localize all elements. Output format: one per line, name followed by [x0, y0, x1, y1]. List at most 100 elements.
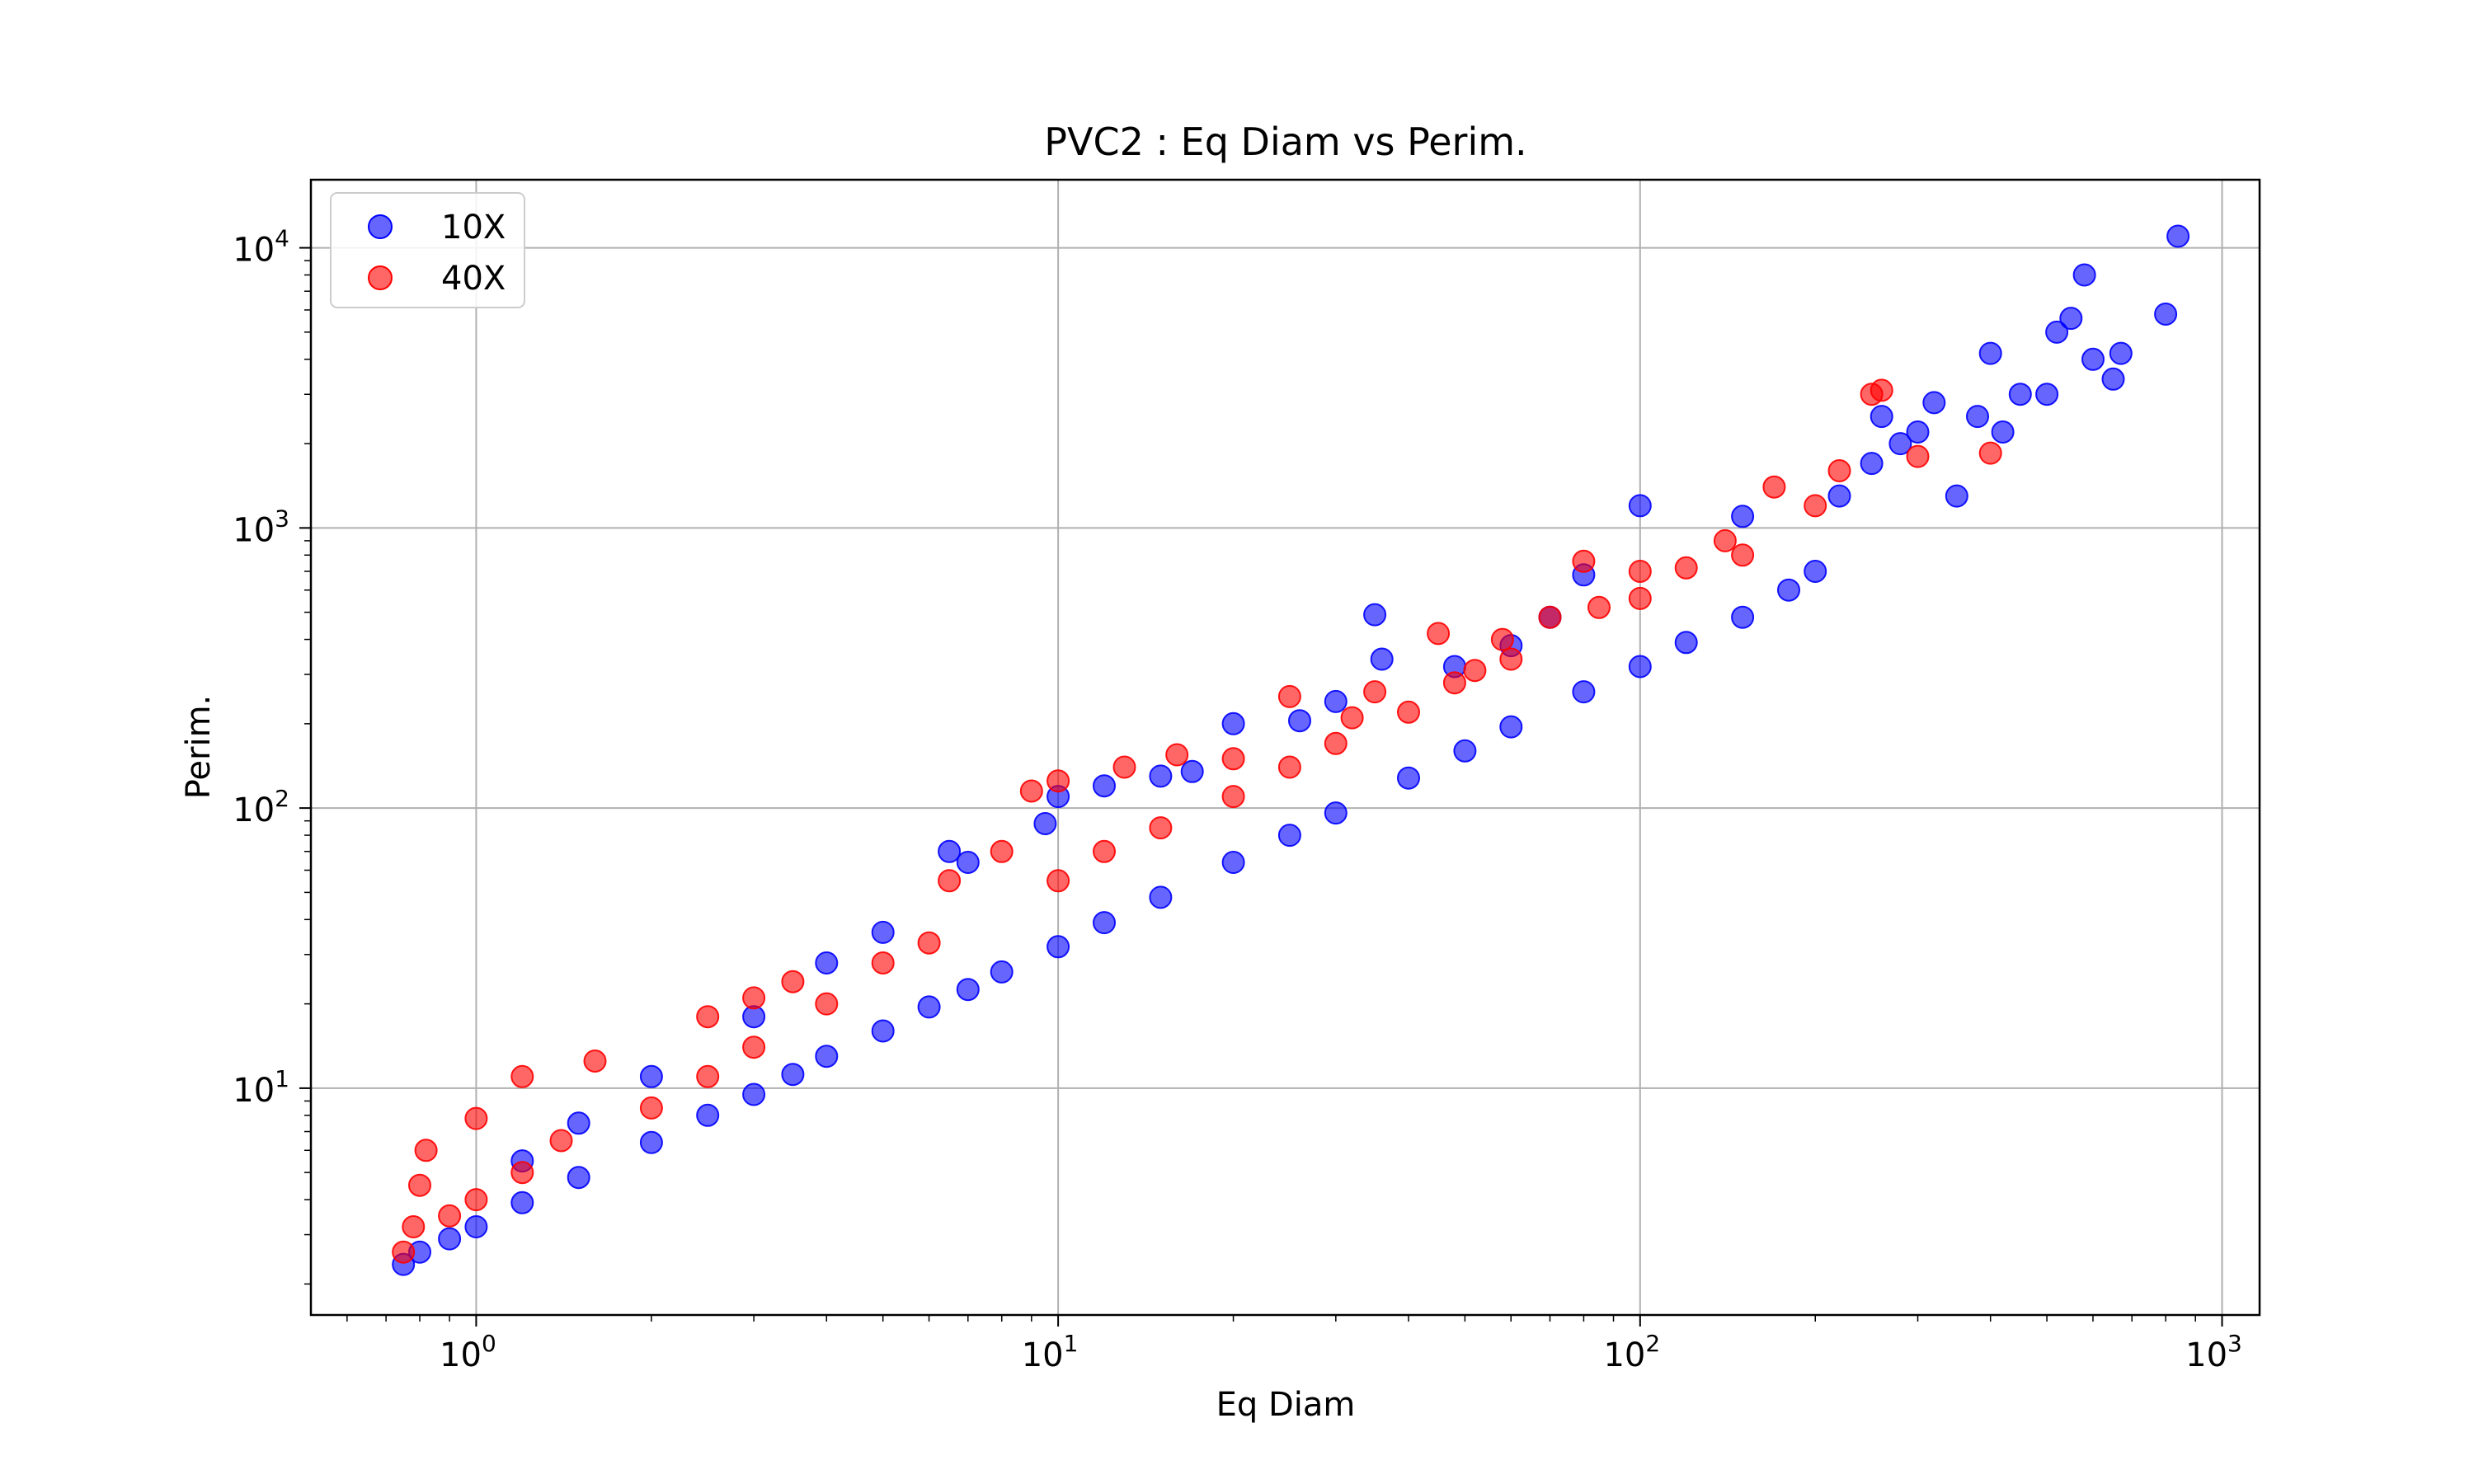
data-point-40x — [1713, 528, 1737, 552]
data-point-10x — [2109, 341, 2133, 365]
data-point-40x — [1731, 543, 1755, 567]
data-point-10x — [1777, 578, 1800, 602]
x-tick-label: 103 — [2185, 1330, 2242, 1374]
data-point-10x — [1149, 885, 1173, 909]
data-point-10x — [438, 1227, 462, 1251]
data-point-10x — [2035, 383, 2059, 406]
y-tick-label: 104 — [233, 225, 289, 270]
data-point-10x — [1731, 505, 1755, 528]
data-point-40x — [510, 1064, 534, 1088]
data-point-10x — [1221, 851, 1245, 874]
x-axis: 100 101 102 103 — [346, 1315, 2242, 1374]
data-point-10x — [2045, 320, 2069, 344]
data-point-40x — [1149, 816, 1173, 840]
data-point-10x — [1453, 739, 1477, 763]
data-point-10x — [567, 1111, 590, 1135]
data-point-10x — [938, 839, 962, 863]
data-point-40x — [392, 1240, 416, 1264]
data-point-40x — [1587, 595, 1611, 619]
data-point-40x — [1628, 586, 1652, 610]
data-point-40x — [938, 869, 962, 893]
data-point-10x — [1860, 452, 1884, 476]
data-point-40x — [1093, 839, 1116, 863]
data-point-40x — [1221, 747, 1245, 771]
data-point-10x — [639, 1130, 663, 1154]
data-point-40x — [1906, 444, 1930, 468]
data-point-10x — [1870, 405, 1893, 429]
data-point-10x — [2008, 383, 2032, 406]
y-tick-label: 101 — [233, 1065, 289, 1110]
data-point-10x — [2081, 347, 2105, 371]
legend: 10X 40X — [330, 192, 525, 308]
data-point-40x — [1277, 684, 1301, 708]
data-point-40x — [1827, 459, 1851, 482]
data-point-40x — [871, 951, 895, 974]
x-tick-label: 102 — [1603, 1330, 1660, 1374]
data-point-40x — [1363, 680, 1387, 704]
data-point-40x — [1047, 769, 1070, 793]
x-tick-label-exponent: 1 — [1064, 1330, 1079, 1357]
data-point-10x — [1370, 647, 1394, 671]
x-tick-label-exponent: 0 — [482, 1330, 496, 1357]
data-point-10x — [1180, 759, 1204, 783]
data-point-40x — [1019, 779, 1043, 803]
data-point-40x — [1499, 647, 1523, 671]
data-point-10x — [1991, 420, 2015, 444]
data-point-40x — [1870, 378, 1893, 402]
data-point-40x — [1490, 627, 1514, 651]
data-point-10x — [1363, 603, 1387, 627]
x-tick-label-exponent: 2 — [1645, 1330, 1660, 1357]
data-point-40x — [1674, 556, 1698, 580]
data-point-10x — [1674, 631, 1698, 655]
data-point-40x — [464, 1188, 488, 1212]
data-point-10x — [464, 1215, 488, 1238]
data-point-40x — [549, 1129, 573, 1153]
legend-label-40x: 40X — [441, 260, 506, 298]
y-tick-label: 103 — [233, 505, 289, 549]
legend-marker-10x — [368, 214, 393, 239]
x-tick-label-base: 10 — [1022, 1336, 1064, 1374]
y-tick-label-exponent: 2 — [275, 785, 289, 812]
data-point-10x — [1033, 812, 1057, 835]
y-tick-label-base: 10 — [233, 511, 275, 549]
data-point-10x — [956, 851, 980, 874]
legend-marker-40x — [368, 265, 393, 290]
data-point-40x — [408, 1173, 431, 1197]
data-point-10x — [1906, 420, 1930, 444]
data-point-10x — [1888, 432, 1912, 456]
data-point-40x — [510, 1161, 534, 1185]
data-point-10x — [1572, 680, 1596, 704]
data-point-40x — [1112, 755, 1136, 779]
data-point-40x — [1221, 785, 1245, 809]
y-tick-label-exponent: 3 — [275, 505, 289, 532]
data-point-40x — [414, 1139, 438, 1162]
data-point-10x — [815, 951, 839, 974]
data-point-40x — [639, 1096, 663, 1120]
y-tick-label-base: 10 — [233, 791, 275, 829]
y-tick-label: 102 — [233, 785, 289, 829]
data-point-10x — [2072, 263, 2096, 287]
data-point-10x — [1093, 911, 1116, 935]
data-point-40x — [781, 970, 805, 993]
data-point-40x — [1442, 671, 1466, 695]
data-point-10x — [871, 920, 895, 944]
series-40x — [392, 378, 2002, 1264]
y-tick-label-base: 10 — [233, 232, 275, 270]
data-point-40x — [1340, 706, 1364, 730]
legend-label-10x: 10X — [441, 209, 506, 247]
x-tick-label-base: 10 — [1603, 1336, 1645, 1374]
data-point-40x — [990, 839, 1014, 863]
data-point-40x — [1978, 441, 2002, 465]
data-point-40x — [402, 1215, 426, 1238]
data-point-10x — [1149, 764, 1173, 788]
data-point-10x — [871, 1019, 895, 1043]
data-point-40x — [1804, 494, 1827, 518]
data-point-10x — [2166, 224, 2190, 248]
data-point-40x — [1572, 549, 1596, 573]
x-tick-label-exponent: 3 — [2227, 1330, 2242, 1357]
data-point-10x — [1047, 935, 1070, 959]
data-point-10x — [815, 1045, 839, 1068]
data-point-10x — [696, 1103, 720, 1127]
data-point-10x — [1324, 689, 1348, 713]
